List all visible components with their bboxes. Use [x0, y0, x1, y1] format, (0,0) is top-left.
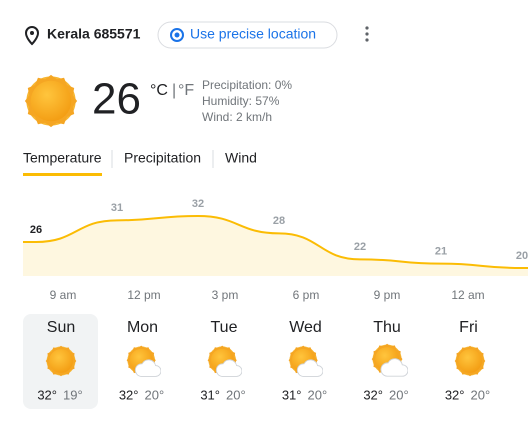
menu-button[interactable] — [365, 26, 369, 42]
wind: Wind: 2 km/h — [202, 110, 272, 124]
day-icon — [372, 344, 408, 376]
day-icon — [454, 345, 486, 377]
tab-indicator — [23, 173, 102, 176]
precipitation: Precipitation: 0% — [202, 78, 292, 92]
tab[interactable]: Wind — [225, 150, 257, 166]
temperature-label: 31 — [111, 202, 123, 214]
day-low: 20° — [471, 387, 491, 402]
location-icon — [24, 25, 40, 46]
day-high: 32° — [37, 387, 57, 402]
day-low: 19° — [63, 387, 83, 402]
day-icon — [208, 346, 242, 377]
location-button[interactable] — [157, 21, 338, 49]
time-label: 9 pm — [374, 288, 401, 302]
temperature-line — [23, 214, 528, 269]
unit-separator: | — [172, 82, 176, 99]
day-low: 20° — [226, 387, 246, 402]
day-name: Thu — [373, 319, 401, 336]
temperature-label: 21 — [435, 246, 447, 258]
location: Kerala 685571 — [47, 26, 141, 42]
time-label: 6 pm — [293, 288, 320, 302]
unit-c[interactable]: °C — [150, 82, 168, 99]
day-high: 32° — [445, 387, 465, 402]
gps-icon — [170, 28, 184, 42]
temperature-area — [23, 216, 528, 276]
current-temperature: 26 — [92, 75, 141, 124]
day-icon — [127, 346, 161, 377]
time-label: 12 pm — [127, 288, 160, 302]
day-name: Fri — [459, 319, 478, 336]
temperature-label: 28 — [273, 215, 285, 227]
temperature-label: 26 — [30, 224, 42, 236]
gps-dot — [174, 32, 180, 38]
time-label: 12 am — [451, 288, 484, 302]
day-name: Mon — [127, 319, 158, 336]
day-low: 20° — [308, 387, 328, 402]
time-label: 9 am — [50, 288, 77, 302]
unit-f[interactable]: °F — [178, 82, 194, 99]
day-low: 20° — [145, 387, 165, 402]
temperature-label: 32 — [192, 198, 204, 210]
temperature-label: 20 — [516, 250, 528, 262]
day-name: Wed — [289, 319, 322, 336]
tab[interactable]: Precipitation — [124, 150, 201, 166]
current-icon — [24, 74, 78, 128]
day-high: 31° — [282, 387, 302, 402]
day-high: 32° — [363, 387, 383, 402]
location-button-label[interactable]: Use precise location — [190, 26, 316, 42]
location-dot — [30, 31, 34, 35]
humidity: Humidity: 57% — [202, 94, 280, 108]
day-high: 31° — [200, 387, 220, 402]
day-low: 20° — [389, 387, 409, 402]
day-icon — [289, 346, 323, 377]
day-name: Tue — [211, 319, 238, 336]
tab[interactable]: Temperature — [23, 150, 102, 166]
day-high: 32° — [119, 387, 139, 402]
temperature-label: 22 — [354, 241, 366, 253]
time-label: 3 pm — [212, 288, 239, 302]
day-name: Sun — [47, 319, 75, 336]
